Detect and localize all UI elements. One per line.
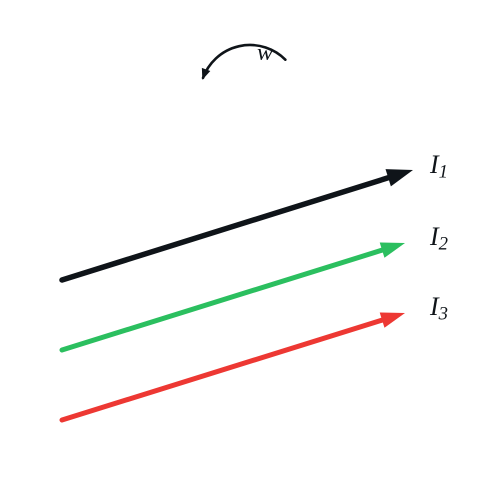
vector-label-base: I [430, 292, 439, 321]
vector-label-subscript: 1 [439, 162, 448, 183]
vector-label-I2: I2 [430, 222, 448, 256]
vector-label-I3: I3 [430, 292, 448, 326]
diagram-svg [0, 0, 500, 500]
vector-I1 [62, 169, 413, 280]
rotation-arrowhead [202, 68, 210, 80]
vector-label-base: I [430, 150, 439, 179]
rotation-label: w [257, 40, 273, 67]
vector-I2 [62, 243, 405, 350]
vector-label-subscript: 3 [439, 304, 448, 325]
diagram-canvas: I1I2I3w [0, 0, 500, 500]
vector-label-subscript: 2 [439, 234, 448, 255]
vector-label-base: I [430, 222, 439, 251]
vector-I3 [62, 313, 405, 420]
vector-label-I1: I1 [430, 150, 448, 184]
